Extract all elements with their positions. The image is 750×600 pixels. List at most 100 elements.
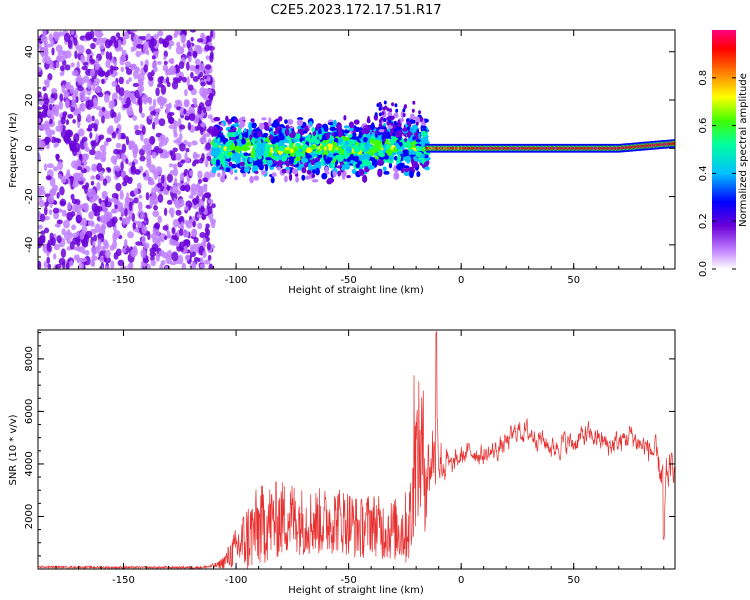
heatmap-cell xyxy=(53,142,58,148)
heatmap-cell xyxy=(206,75,211,82)
heatmap-cell xyxy=(38,112,46,118)
heatmap-cell xyxy=(369,138,374,144)
heatmap-cell xyxy=(171,184,179,194)
heatmap-cell xyxy=(141,35,147,41)
heatmap-cell xyxy=(310,158,316,166)
colorbar: 0.0 0.2 0.4 0.6 0.8 Normalized spectral ampl… xyxy=(698,30,749,277)
heatmap-cell xyxy=(207,114,213,120)
heatmap-cell xyxy=(47,73,53,81)
heatmap-cell xyxy=(187,141,192,148)
heatmap-cell xyxy=(234,122,240,127)
heatmap-cell xyxy=(402,127,408,132)
heatmap-cell xyxy=(321,172,328,180)
heatmap-cell xyxy=(143,242,150,250)
heatmap-cell xyxy=(100,70,106,76)
heatmap-cell xyxy=(133,188,139,196)
heatmap-cell xyxy=(236,156,241,164)
heatmap-cell xyxy=(221,170,226,177)
heatmap-cell xyxy=(261,117,267,121)
heatmap-cell xyxy=(68,260,74,267)
heatmap-cell xyxy=(79,230,85,240)
heatmap-cell xyxy=(92,37,97,42)
heatmap-cell xyxy=(42,102,49,110)
heatmap-cell xyxy=(418,110,422,115)
heatmap-cell xyxy=(412,136,416,141)
heatmap-cell xyxy=(104,249,111,259)
heatmap-cell xyxy=(189,30,197,33)
heatmap-cell xyxy=(157,215,162,224)
heatmap-cell xyxy=(102,215,108,225)
heatmap-cell xyxy=(149,115,154,120)
heatmap-cell xyxy=(361,158,369,166)
heatmap-cell xyxy=(208,92,214,103)
heatmap-frame xyxy=(37,29,676,270)
heatmap-cell xyxy=(105,137,112,143)
heatmap-cell xyxy=(197,186,204,196)
heatmap-cell xyxy=(297,153,304,157)
heatmap-cell xyxy=(49,118,53,125)
heatmap-cell xyxy=(276,160,284,167)
heatmap-cell xyxy=(342,174,346,180)
heatmap-cell xyxy=(46,163,54,169)
heatmap-cell xyxy=(256,150,263,157)
heatmap-cell xyxy=(358,132,363,139)
heatmap-cell xyxy=(54,107,60,117)
heatmap-cell xyxy=(165,103,172,108)
heatmap-cell xyxy=(43,92,49,101)
heatmap-cell xyxy=(355,141,360,146)
heatmap-cell xyxy=(143,44,149,55)
heatmap-cell xyxy=(48,97,55,104)
heatmap-cell xyxy=(127,176,133,185)
heatmap-y-tick-label: -20 xyxy=(24,188,35,204)
heatmap-cell xyxy=(112,71,118,77)
heatmap-cell xyxy=(286,118,294,125)
heatmap-cell xyxy=(151,187,157,197)
heatmap-cell xyxy=(254,170,259,174)
heatmap-cell xyxy=(297,128,303,134)
colorbar-tick-label: 0.0 xyxy=(698,261,709,277)
heatmap-cell xyxy=(94,208,101,217)
heatmap-cell xyxy=(323,153,327,161)
heatmap-cell xyxy=(168,238,175,246)
heatmap-cell xyxy=(332,119,337,128)
heatmap-cell xyxy=(285,124,290,129)
heatmap-cell xyxy=(113,229,121,238)
heatmap-cell xyxy=(202,239,207,248)
heatmap-cell xyxy=(89,149,96,156)
heatmap-cell xyxy=(192,50,198,59)
heatmap-cell xyxy=(138,194,143,199)
heatmap-cell xyxy=(38,118,42,124)
heatmap-cell xyxy=(377,149,383,157)
heatmap-cell xyxy=(96,162,103,172)
heatmap-cell xyxy=(203,185,208,193)
heatmap-cell xyxy=(125,158,129,165)
snr-y-tick-label: 4000 xyxy=(24,451,35,476)
heatmap-cell xyxy=(121,181,128,187)
heatmap-cell xyxy=(153,116,160,125)
heatmap-cell xyxy=(95,106,102,111)
heatmap-cell xyxy=(205,142,211,151)
heatmap-cell xyxy=(76,246,81,252)
heatmap-cell xyxy=(207,199,214,204)
heatmap-cell xyxy=(67,202,72,210)
colorbar-gradient xyxy=(712,30,736,269)
heatmap-cell xyxy=(113,148,121,155)
heatmap-cell xyxy=(139,155,146,162)
heatmap-cell xyxy=(183,99,190,108)
heatmap-cell xyxy=(147,143,152,152)
heatmap-cell xyxy=(401,162,405,168)
heatmap-cell xyxy=(202,131,207,140)
heatmap-cell xyxy=(152,210,160,218)
heatmap-cell xyxy=(178,132,183,141)
heatmap-cell xyxy=(134,169,141,175)
heatmap-cell xyxy=(197,257,201,263)
heatmap-cell xyxy=(192,97,197,104)
heatmap-cell xyxy=(416,171,421,178)
heatmap-cell xyxy=(391,102,395,107)
heatmap-cell xyxy=(410,158,415,165)
heatmap-cell xyxy=(58,101,64,110)
heatmap-cell xyxy=(239,161,245,167)
heatmap-cell xyxy=(163,60,168,65)
heatmap-marks xyxy=(38,30,675,269)
heatmap-cell xyxy=(60,248,67,259)
